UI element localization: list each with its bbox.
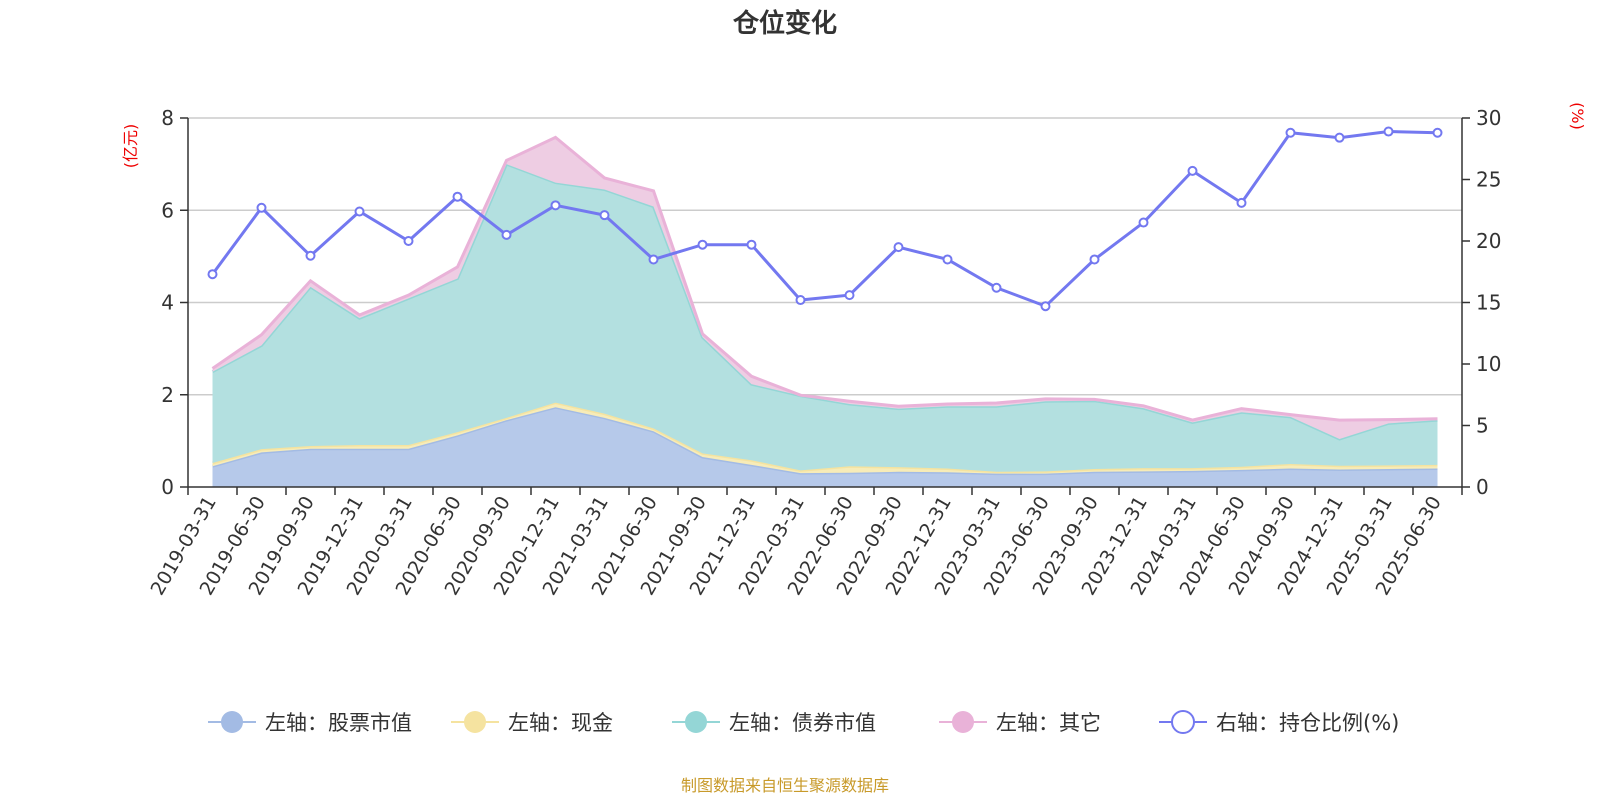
legend-label: 左轴：股票市值 [265,711,412,735]
line-series-path [211,130,1438,308]
left-tick-label: 0 [161,475,174,499]
line-point[interactable] [452,191,463,202]
line-point[interactable] [1187,165,1198,176]
right-axis-unit: (%) [1568,102,1587,130]
line-point[interactable] [1040,301,1051,312]
line-point[interactable] [1432,127,1443,138]
line-point[interactable] [1285,127,1296,138]
left-tick-label: 6 [161,198,174,222]
legend-item-2[interactable]: 左轴：现金 [451,711,613,735]
right-tick-label: 25 [1476,168,1501,192]
legend-label: 左轴：其它 [996,711,1101,735]
line-point[interactable] [942,254,953,265]
right-tick-label: 10 [1476,352,1501,376]
line-point[interactable] [1334,132,1345,143]
area-series-3 [212,164,1438,472]
line-point[interactable] [1383,126,1394,137]
legend-label: 左轴：现金 [508,711,613,735]
line-point[interactable] [1138,217,1149,228]
left-tick-label: 2 [161,383,174,407]
line-point[interactable] [795,295,806,306]
right-tick-label: 5 [1476,414,1489,438]
right-tick-label: 20 [1476,229,1501,253]
line-point[interactable] [893,242,904,253]
legend-marker [952,711,974,733]
line-point[interactable] [1089,254,1100,265]
position-ratio-line [207,126,1443,312]
line-point[interactable] [991,282,1002,293]
area-series-1 [212,407,1438,487]
right-tick-label: 15 [1476,291,1501,315]
line-point[interactable] [305,250,316,261]
legend[interactable]: 左轴：股票市值 左轴：现金 左轴：债券市值 左轴：其它 右轴：持仓比例(%) [208,710,1399,735]
legend-label: 右轴：持仓比例(%) [1216,711,1399,735]
legend-label: 左轴：债券市值 [729,711,876,735]
left-axis-unit: (亿元) [121,124,140,169]
line-point[interactable] [599,210,610,221]
line-point[interactable] [403,236,414,246]
legend-marker [1171,710,1195,734]
stacked-areas [211,135,1438,487]
left-tick-label: 8 [161,106,174,130]
line-point[interactable] [746,239,757,250]
area-series-2 [212,402,1438,474]
line-point[interactable] [550,200,561,211]
legend-item-4[interactable]: 左轴：其它 [939,711,1101,735]
legend-marker [221,711,243,733]
area-series-4-edge [211,135,1438,422]
legend-item-3[interactable]: 左轴：债券市值 [672,711,876,735]
legend-item-1[interactable]: 左轴：股票市值 [208,711,412,735]
chart-title: 仓位变化 [732,8,837,39]
left-tick-label: 4 [161,291,174,315]
line-point[interactable] [207,269,218,280]
right-tick-label: 0 [1476,475,1489,499]
line-point[interactable] [697,239,708,250]
data-source-note: 制图数据来自恒生聚源数据库 [681,776,889,795]
line-point[interactable] [648,254,659,265]
legend-marker [464,711,486,733]
legend-item-5[interactable]: 右轴：持仓比例(%) [1159,710,1399,735]
line-point[interactable] [256,202,267,213]
line-point[interactable] [1236,197,1247,208]
line-point[interactable] [501,229,512,240]
legend-marker [685,711,707,733]
line-point[interactable] [354,206,365,217]
right-tick-label: 30 [1476,106,1501,130]
line-point[interactable] [844,290,855,301]
